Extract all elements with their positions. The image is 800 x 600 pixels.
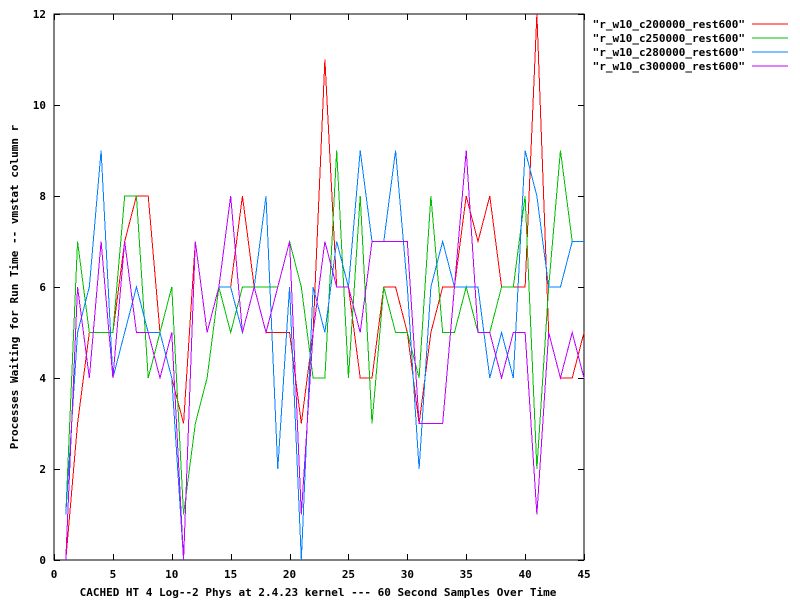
legend: "r_w10_c200000_rest600""r_w10_c250000_re… bbox=[593, 18, 788, 73]
x-tick-label: 20 bbox=[283, 568, 296, 581]
axes: 0 5 10 15 20 25 30 35 40 45 0 2 4 6 8 10 12 bbox=[33, 8, 591, 581]
x-tick-label: 40 bbox=[518, 568, 531, 581]
y-tick-label: 12 bbox=[33, 8, 46, 21]
x-tick-label: 30 bbox=[401, 568, 414, 581]
y-tick-label: 0 bbox=[39, 554, 46, 567]
x-tick-label: 5 bbox=[110, 568, 117, 581]
series-line-2 bbox=[65, 150, 584, 515]
x-tick-label: 35 bbox=[460, 568, 473, 581]
y-tick-label: 6 bbox=[39, 281, 46, 294]
series-line-1 bbox=[65, 13, 585, 561]
legend-label-3: "r_w10_c280000_rest600" bbox=[593, 46, 745, 59]
series-lines bbox=[65, 13, 585, 561]
series-line-3 bbox=[65, 150, 584, 561]
series-line-4 bbox=[65, 150, 585, 561]
y-axis-label: Processes Waiting for Run Time -- vmstat… bbox=[8, 124, 21, 449]
legend-label-1: "r_w10_c200000_rest600" bbox=[593, 18, 745, 31]
x-tick-label: 10 bbox=[165, 568, 178, 581]
x-axis-label: CACHED HT 4 Log--2 Phys at 2.4.23 kernel… bbox=[80, 586, 557, 599]
y-tick-label: 10 bbox=[33, 99, 46, 112]
x-tick-label: 15 bbox=[224, 568, 237, 581]
legend-label-2: "r_w10_c250000_rest600" bbox=[593, 32, 745, 45]
x-tick-label: 25 bbox=[342, 568, 355, 581]
legend-label-4: "r_w10_c300000_rest600" bbox=[593, 60, 745, 73]
y-tick-label: 8 bbox=[39, 190, 46, 203]
x-tick-label: 45 bbox=[577, 568, 590, 581]
y-tick-label: 2 bbox=[39, 463, 46, 476]
x-tick-label: 0 bbox=[51, 568, 58, 581]
y-tick-label: 4 bbox=[39, 372, 46, 385]
